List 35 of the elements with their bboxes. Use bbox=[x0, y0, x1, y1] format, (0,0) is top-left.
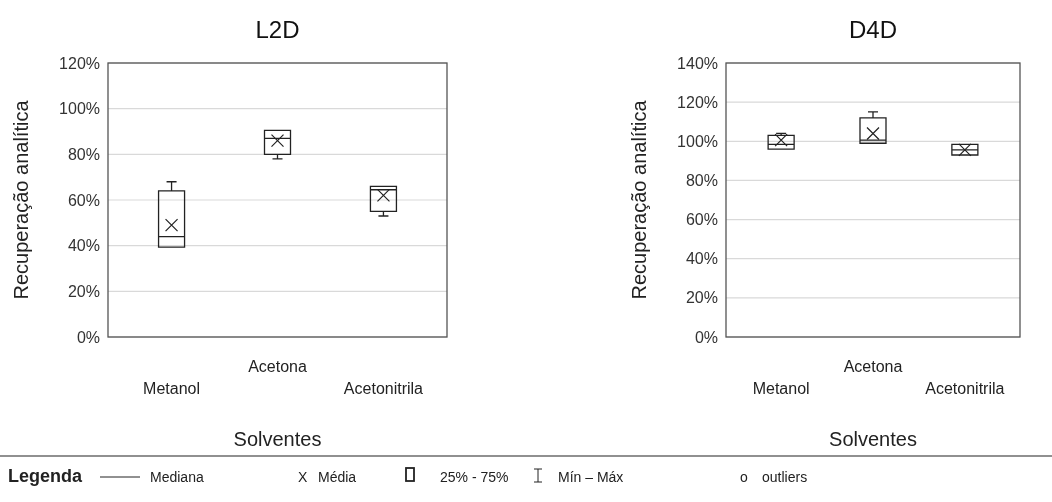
y-tick-label: 80% bbox=[67, 145, 100, 163]
x-tick-label: Acetonitrila bbox=[343, 380, 424, 397]
chart-title: D4D bbox=[848, 16, 898, 43]
x-tick-label: Acetona bbox=[843, 358, 903, 375]
text: 25% - 75% bbox=[440, 469, 509, 485]
y-tick-label: 20% bbox=[685, 289, 718, 307]
text: o bbox=[740, 469, 748, 485]
text: Mín – Máx bbox=[558, 469, 624, 485]
text: Média bbox=[318, 469, 357, 485]
y-axis-title: Recuperação analítica bbox=[628, 99, 650, 300]
y-tick-label: 120% bbox=[677, 93, 718, 111]
x-tick-label: Acetona bbox=[248, 358, 307, 375]
y-tick-label: 60% bbox=[67, 191, 100, 209]
text: Legenda bbox=[8, 466, 83, 486]
chart-title: L2D bbox=[255, 16, 300, 43]
y-tick-label: 80% bbox=[685, 172, 718, 190]
y-tick-label: 100% bbox=[59, 100, 100, 118]
x-tick-label: Acetonitrila bbox=[925, 380, 1005, 397]
text: outliers bbox=[762, 469, 808, 485]
text: Mediana bbox=[150, 469, 204, 485]
text: X bbox=[298, 469, 308, 485]
y-tick-label: 40% bbox=[685, 250, 718, 268]
y-tick-label: 100% bbox=[677, 132, 718, 150]
y-tick-label: 20% bbox=[67, 282, 100, 300]
y-axis-title: Recuperação analítica bbox=[10, 99, 32, 300]
y-tick-label: 0% bbox=[76, 328, 100, 346]
y-tick-label: 40% bbox=[67, 237, 100, 255]
x-tick-label: Metanol bbox=[143, 380, 201, 397]
y-tick-label: 60% bbox=[685, 211, 718, 229]
y-tick-label: 140% bbox=[677, 54, 718, 72]
x-tick-label: Metanol bbox=[752, 380, 810, 397]
x-axis-title: Solventes bbox=[233, 428, 322, 450]
y-tick-label: 0% bbox=[694, 328, 718, 346]
y-tick-label: 120% bbox=[59, 54, 100, 72]
x-axis-title: Solventes bbox=[829, 428, 917, 450]
